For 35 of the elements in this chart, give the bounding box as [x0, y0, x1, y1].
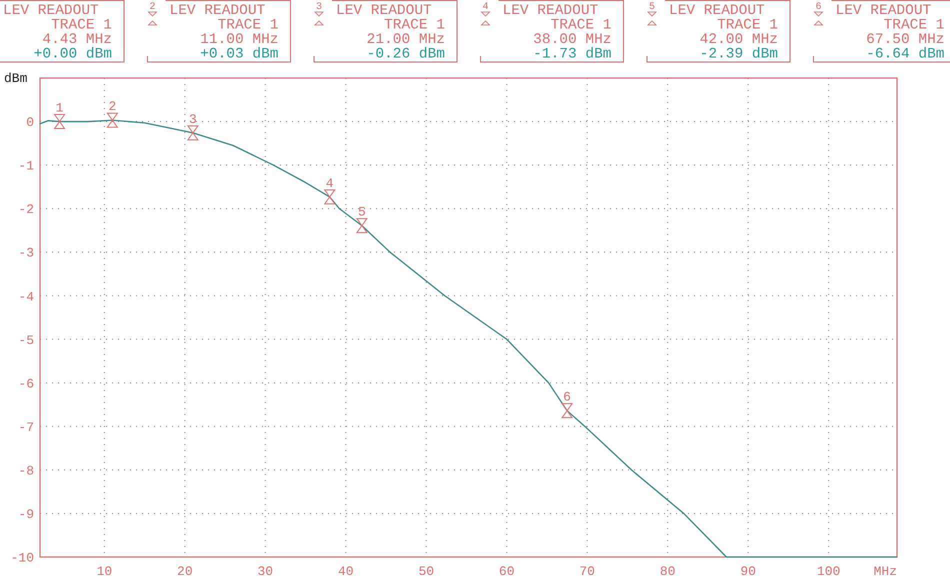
y-tick-label: -6	[18, 376, 34, 392]
text: 3 LEV READOUT TRACE 1 21.00 MHz -0.26 dBm	[316, 2, 445, 62]
x-tick-label: 70	[579, 564, 595, 578]
text: LEV READOUT TRACE 1 4.43 MHz +0.00 dBm	[3, 3, 112, 62]
x-axis-title: MHz	[874, 564, 897, 578]
x-tick-label: 40	[338, 564, 354, 578]
y-tick-label: -2	[18, 202, 34, 218]
x-tick-label: 80	[660, 564, 676, 578]
y-tick-label: -1	[18, 158, 34, 174]
x-tick-label: 10	[96, 564, 112, 578]
x-tick-label: 30	[258, 564, 274, 578]
annotation: 4	[326, 176, 334, 191]
y-tick-label: -10	[10, 550, 34, 566]
y-tick-label: -3	[18, 246, 34, 261]
x-tick-label: 90	[740, 564, 756, 578]
annotation: 1	[56, 100, 64, 116]
annotation: 5	[358, 204, 366, 220]
annotation: 2	[108, 99, 116, 114]
y-tick-label: -8	[18, 463, 34, 478]
text: 5 LEV READOUT TRACE 1 42.00 MHz -2.39 dBm	[648, 2, 778, 62]
x-tick-label: 50	[418, 564, 434, 578]
x-tick-label: 20	[177, 564, 193, 578]
y-tick-label: -5	[18, 332, 34, 348]
x-tick-label: 60	[498, 564, 515, 578]
y-tick-label: -4	[18, 289, 34, 304]
annotation: 6	[563, 390, 571, 405]
y-tick-label: 0	[26, 115, 34, 130]
text: 6 LEV READOUT TRACE 1 67.50 MHz -6.64 dBm	[815, 2, 944, 62]
y-tick-label: -7	[18, 420, 34, 435]
text: 4 LEV READOUT TRACE 1 38.00 MHz -1.73 dBm	[482, 2, 612, 62]
y-axis-title: dBm	[4, 71, 28, 86]
text: 2 LEV READOUT TRACE 1 11.00 MHz +0.03 dBm	[149, 2, 278, 62]
annotation: 3	[188, 112, 197, 127]
y-tick-label: -9	[18, 507, 34, 522]
x-tick-label: 100	[816, 564, 840, 578]
